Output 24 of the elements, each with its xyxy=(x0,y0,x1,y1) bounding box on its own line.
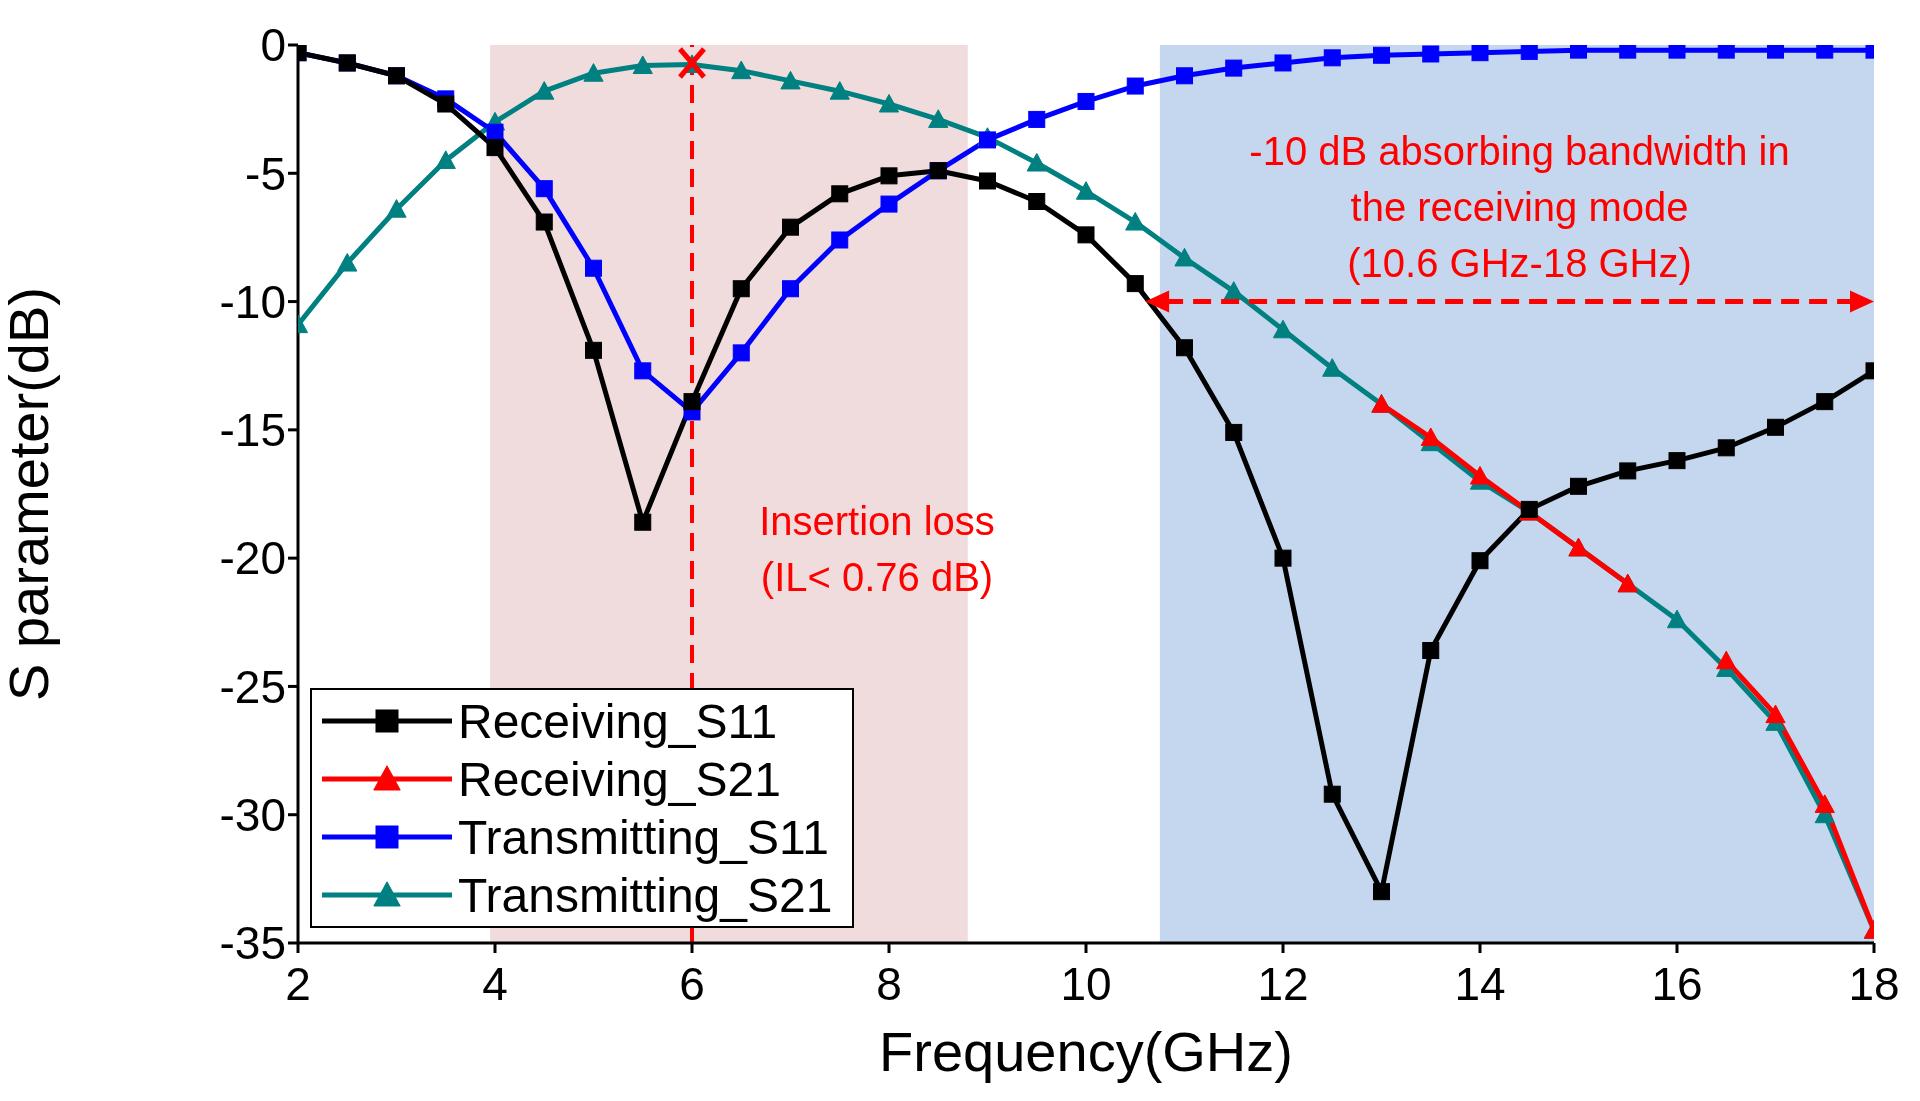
x-tick-label: 4 xyxy=(482,957,508,1010)
x-tick-label: 14 xyxy=(1454,957,1506,1010)
x-tick-label: 10 xyxy=(1060,957,1112,1010)
x-tick-label: 12 xyxy=(1257,957,1309,1010)
x-tick-label: 2 xyxy=(285,957,311,1010)
x-tick-label: 18 xyxy=(1848,957,1900,1010)
x-tick-label: 6 xyxy=(679,957,705,1010)
annotation: Insertion loss (IL< 0.76 dB) xyxy=(759,499,995,599)
y-tick-label: -5 xyxy=(245,147,286,200)
x-tick-label: 8 xyxy=(876,957,902,1010)
y-tick-label: -15 xyxy=(219,404,286,457)
legend-label: Transmitting_S11 xyxy=(458,809,829,865)
y-tick-label: -30 xyxy=(219,789,286,842)
x-tick-label: 16 xyxy=(1651,957,1703,1010)
y-tick-label: -35 xyxy=(219,917,286,970)
x-axis-title: Frequency(GHz) xyxy=(879,1020,1293,1083)
legend-label: Receiving_S21 xyxy=(458,751,781,807)
y-tick-label: 0 xyxy=(260,19,286,72)
y-tick-label: -10 xyxy=(219,275,286,328)
y-tick-label: -25 xyxy=(219,660,286,713)
y-tick-label: -20 xyxy=(219,532,286,585)
legend-label: Receiving_S11 xyxy=(458,693,778,749)
annotation: -10 dB absorbing bandwidth in the receiving mode (10.6 GHz-18 GHz) xyxy=(1249,129,1790,285)
legend-label: Transmitting_S21 xyxy=(458,867,833,923)
